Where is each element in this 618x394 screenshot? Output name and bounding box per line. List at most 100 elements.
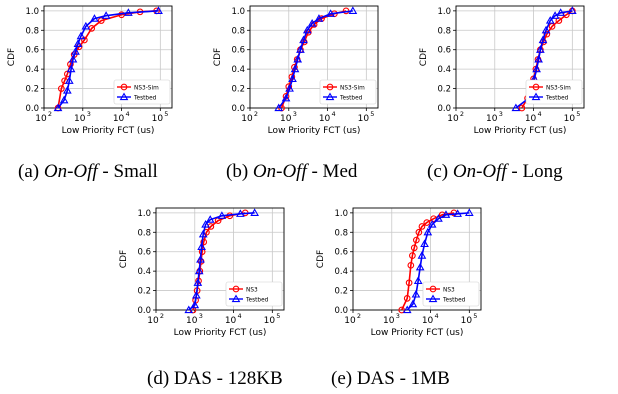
x-axis-label: Low Priority FCT (us) xyxy=(174,328,267,338)
y-tick-label: 1.0 xyxy=(25,7,39,17)
y-axis-label: CDF xyxy=(7,48,17,66)
x-tick-exponent: 3 xyxy=(499,110,503,118)
y-tick-label: 1.0 xyxy=(231,7,245,17)
y-tick-label: 0.2 xyxy=(231,85,245,95)
data-point xyxy=(441,210,451,218)
series-testbed xyxy=(274,6,358,112)
legend-box xyxy=(525,79,583,105)
data-point xyxy=(545,16,555,24)
data-point xyxy=(281,93,291,102)
series-testbed xyxy=(53,6,163,112)
caption-d: (d) DAS - 128KB xyxy=(147,368,283,389)
y-tick-label: 0.0 xyxy=(334,306,348,316)
y-axis-label: CDF xyxy=(419,48,429,66)
data-point xyxy=(197,242,206,250)
x-tick-label: 10 xyxy=(74,114,86,124)
data-point xyxy=(76,31,86,40)
legend-swatch-marker xyxy=(532,83,540,91)
legend-label: NS3-Sim xyxy=(134,86,159,92)
plot-frame xyxy=(43,5,173,109)
data-point xyxy=(412,236,420,244)
x-tick-label: 10 xyxy=(152,114,164,124)
y-tick-label: 0.6 xyxy=(437,46,451,56)
x-tick-label: 10 xyxy=(264,316,276,326)
x-tick-label: 10 xyxy=(486,114,498,124)
y-tick-label: 0.4 xyxy=(25,65,39,75)
x-tick-exponent: 5 xyxy=(164,110,168,118)
x-tick-exponent: 5 xyxy=(370,110,374,118)
y-tick-label: 0.6 xyxy=(137,248,151,258)
legend-swatch-marker xyxy=(428,294,438,303)
legend-label: Testbed xyxy=(442,298,466,304)
legend-label: NS3-Sim xyxy=(546,86,571,92)
data-point xyxy=(250,208,259,216)
y-tick-label: 1.0 xyxy=(437,7,451,17)
data-point xyxy=(538,35,548,44)
data-point xyxy=(296,45,305,53)
x-tick-label: 10 xyxy=(447,114,459,124)
plot-frame xyxy=(249,5,379,109)
x-tick-label: 10 xyxy=(461,316,473,326)
data-point xyxy=(290,64,300,73)
x-tick-exponent: 5 xyxy=(276,312,280,320)
data-point xyxy=(205,215,215,223)
x-tick-exponent: 3 xyxy=(396,312,400,320)
caption-c: (c) On-Off - Long xyxy=(427,161,563,182)
series-ns3 xyxy=(398,209,458,314)
y-tick-label: 0.4 xyxy=(437,65,451,75)
data-point xyxy=(423,227,433,236)
legend-swatch-marker xyxy=(531,92,541,101)
data-point xyxy=(302,25,312,34)
series-line xyxy=(188,212,255,311)
legend-label: Testbed xyxy=(339,96,363,102)
data-point xyxy=(403,294,411,302)
legend-label: NS3-Sim xyxy=(340,86,365,92)
data-point xyxy=(532,64,541,73)
y-tick-label: 0.0 xyxy=(137,306,151,316)
caption-b: (b) On-Off - Med xyxy=(226,161,358,182)
data-point xyxy=(198,229,208,238)
data-point xyxy=(196,254,205,263)
x-tick-label: 10 xyxy=(35,114,47,124)
x-tick-label: 10 xyxy=(113,114,125,124)
data-point xyxy=(314,14,324,22)
data-point xyxy=(293,54,303,63)
data-point xyxy=(415,228,423,236)
data-point xyxy=(427,220,437,228)
y-tick-label: 0.6 xyxy=(334,248,348,258)
x-tick-label: 10 xyxy=(280,114,292,124)
data-point xyxy=(90,14,99,22)
y-tick-label: 0.2 xyxy=(334,287,348,297)
data-point xyxy=(541,25,551,34)
data-point xyxy=(567,6,577,14)
plot-frame xyxy=(455,5,585,109)
x-tick-label: 10 xyxy=(319,114,331,124)
data-point xyxy=(236,209,245,217)
data-point xyxy=(299,35,308,44)
data-point xyxy=(417,251,427,259)
data-point xyxy=(101,11,111,19)
x-axis-label: Low Priority FCT (us) xyxy=(371,328,464,338)
x-tick-exponent: 3 xyxy=(293,110,297,118)
plot-frame xyxy=(352,207,482,311)
data-point xyxy=(53,103,63,112)
y-tick-label: 0.8 xyxy=(25,26,39,36)
legend-swatch-marker xyxy=(326,83,334,91)
legend-swatch-marker xyxy=(120,83,128,91)
data-point xyxy=(217,211,227,219)
legend-swatch-marker xyxy=(119,92,129,101)
x-tick-exponent: 2 xyxy=(160,312,164,320)
y-tick-label: 0.2 xyxy=(437,85,451,95)
legend-swatch-marker xyxy=(429,285,437,293)
data-point xyxy=(423,219,431,226)
caption-e: (e) DAS - 1MB xyxy=(331,368,450,389)
data-point xyxy=(73,39,83,47)
y-tick-label: 0.4 xyxy=(231,65,245,75)
x-tick-exponent: 4 xyxy=(331,110,335,118)
x-tick-exponent: 5 xyxy=(576,110,580,118)
x-tick-label: 10 xyxy=(358,114,370,124)
